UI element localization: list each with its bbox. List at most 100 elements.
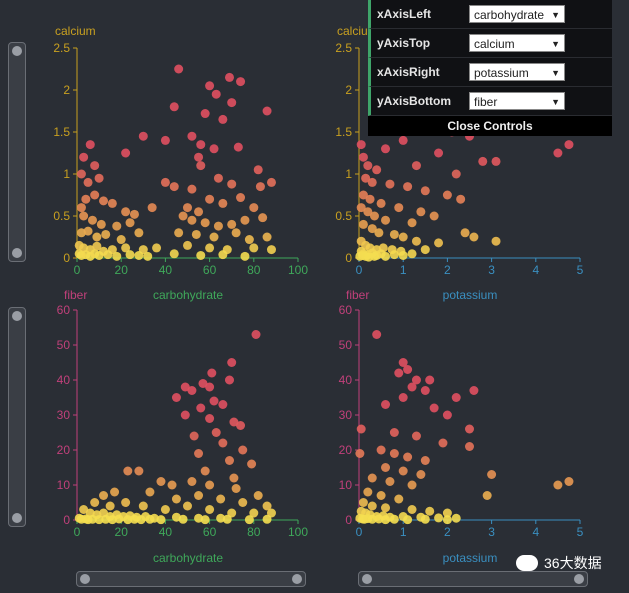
slider-handle-bottom[interactable] — [12, 248, 22, 258]
data-point — [244, 515, 254, 525]
data-point — [469, 386, 479, 395]
yaxisbottom-select[interactable]: fiber ▼ — [469, 92, 565, 110]
data-point — [238, 498, 248, 507]
slider-handle-top[interactable] — [12, 311, 22, 321]
data-point — [123, 466, 133, 476]
data-point — [407, 218, 417, 228]
data-point — [196, 250, 206, 260]
data-point — [231, 228, 241, 238]
data-point — [83, 226, 93, 236]
xaxisright-select[interactable]: potassium ▼ — [469, 63, 565, 81]
data-point — [365, 194, 375, 204]
data-point — [209, 232, 219, 242]
data-point — [407, 382, 417, 392]
select-value: fiber — [474, 95, 498, 109]
data-point — [262, 501, 272, 511]
slider-handle-left[interactable] — [362, 574, 372, 584]
data-point — [90, 161, 100, 171]
x-tick-label: 0 — [356, 263, 363, 277]
x-axis-label: carbohydrate — [153, 551, 223, 565]
data-point — [394, 368, 404, 378]
x-axis-label: potassium — [443, 551, 498, 565]
data-point — [200, 466, 210, 476]
slider-handle-right[interactable] — [574, 574, 584, 584]
data-point — [196, 403, 206, 413]
xaxisleft-select[interactable]: carbohydrate ▼ — [469, 5, 565, 23]
y-tick-label: 20 — [339, 443, 353, 457]
slider-handle-right[interactable] — [292, 574, 302, 584]
data-point — [425, 375, 435, 385]
data-point — [129, 209, 139, 219]
data-point — [374, 228, 384, 238]
data-point — [114, 514, 124, 524]
y-slider-bottom[interactable] — [8, 307, 26, 527]
control-label: yAxisTop — [377, 36, 431, 50]
y-tick-label: 0.5 — [53, 209, 70, 223]
yaxistop-select[interactable]: calcium ▼ — [469, 34, 565, 52]
data-point — [355, 449, 365, 458]
data-point — [224, 72, 234, 82]
data-point — [385, 179, 395, 189]
x-tick-label: 40 — [159, 525, 173, 539]
data-point — [376, 445, 386, 455]
data-point — [363, 487, 373, 497]
data-point — [169, 249, 179, 259]
data-point — [209, 144, 219, 154]
close-controls-button[interactable]: Close Controls — [368, 116, 612, 136]
data-point — [394, 203, 404, 213]
data-point — [138, 131, 148, 141]
y-tick-label: 40 — [339, 373, 353, 387]
x-tick-label: 100 — [288, 525, 308, 539]
data-point — [407, 505, 417, 514]
data-point — [227, 219, 237, 229]
data-point — [491, 236, 501, 246]
y-tick-label: 2 — [345, 83, 352, 97]
x-slider-left[interactable] — [76, 571, 306, 587]
data-point — [187, 477, 197, 486]
data-point — [469, 232, 479, 242]
data-point — [411, 375, 421, 385]
data-point — [222, 514, 232, 524]
data-point — [178, 514, 188, 524]
y-tick-label: 2 — [63, 83, 70, 97]
data-point — [389, 449, 399, 458]
data-point — [403, 515, 413, 525]
data-point — [416, 207, 426, 217]
data-point — [200, 515, 210, 525]
data-point — [425, 506, 435, 516]
data-point — [200, 218, 210, 228]
y-slider-top[interactable] — [8, 42, 26, 262]
data-point — [487, 470, 497, 479]
data-point — [398, 393, 408, 402]
data-point — [134, 250, 144, 260]
x-tick-label: 60 — [203, 263, 217, 277]
control-label: xAxisRight — [377, 65, 440, 79]
data-point — [442, 410, 452, 420]
slider-handle-bottom[interactable] — [12, 513, 22, 523]
data-point — [240, 251, 250, 261]
data-point — [236, 193, 246, 203]
x-axis-label: carbohydrate — [153, 288, 223, 302]
data-point — [160, 135, 170, 145]
x-tick-label: 1 — [400, 525, 407, 539]
data-point — [209, 396, 219, 406]
data-point — [553, 148, 563, 158]
data-point — [381, 400, 391, 409]
data-point — [205, 505, 215, 514]
data-point — [90, 498, 100, 507]
data-point — [194, 449, 204, 458]
x-tick-label: 60 — [203, 525, 217, 539]
x-tick-label: 40 — [159, 263, 173, 277]
data-point — [381, 251, 391, 261]
data-point — [94, 515, 104, 525]
x-tick-label: 3 — [488, 525, 495, 539]
slider-handle-left[interactable] — [80, 574, 90, 584]
slider-handle-top[interactable] — [12, 46, 22, 56]
data-point — [227, 179, 237, 189]
data-point — [251, 330, 261, 339]
data-point — [213, 221, 223, 231]
x-tick-label: 5 — [577, 263, 584, 277]
data-point — [121, 207, 131, 217]
x-slider-right[interactable] — [358, 571, 588, 587]
